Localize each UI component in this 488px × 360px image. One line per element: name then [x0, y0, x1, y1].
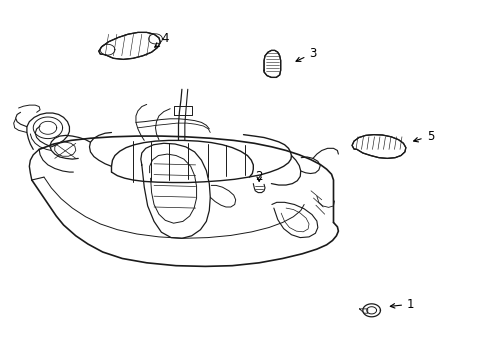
Polygon shape	[264, 50, 280, 77]
Text: 3: 3	[295, 47, 316, 62]
Polygon shape	[99, 32, 160, 59]
Polygon shape	[351, 135, 405, 158]
Text: 4: 4	[154, 32, 169, 47]
Text: 2: 2	[255, 170, 263, 183]
Text: 1: 1	[389, 298, 414, 311]
Text: 5: 5	[413, 130, 433, 143]
